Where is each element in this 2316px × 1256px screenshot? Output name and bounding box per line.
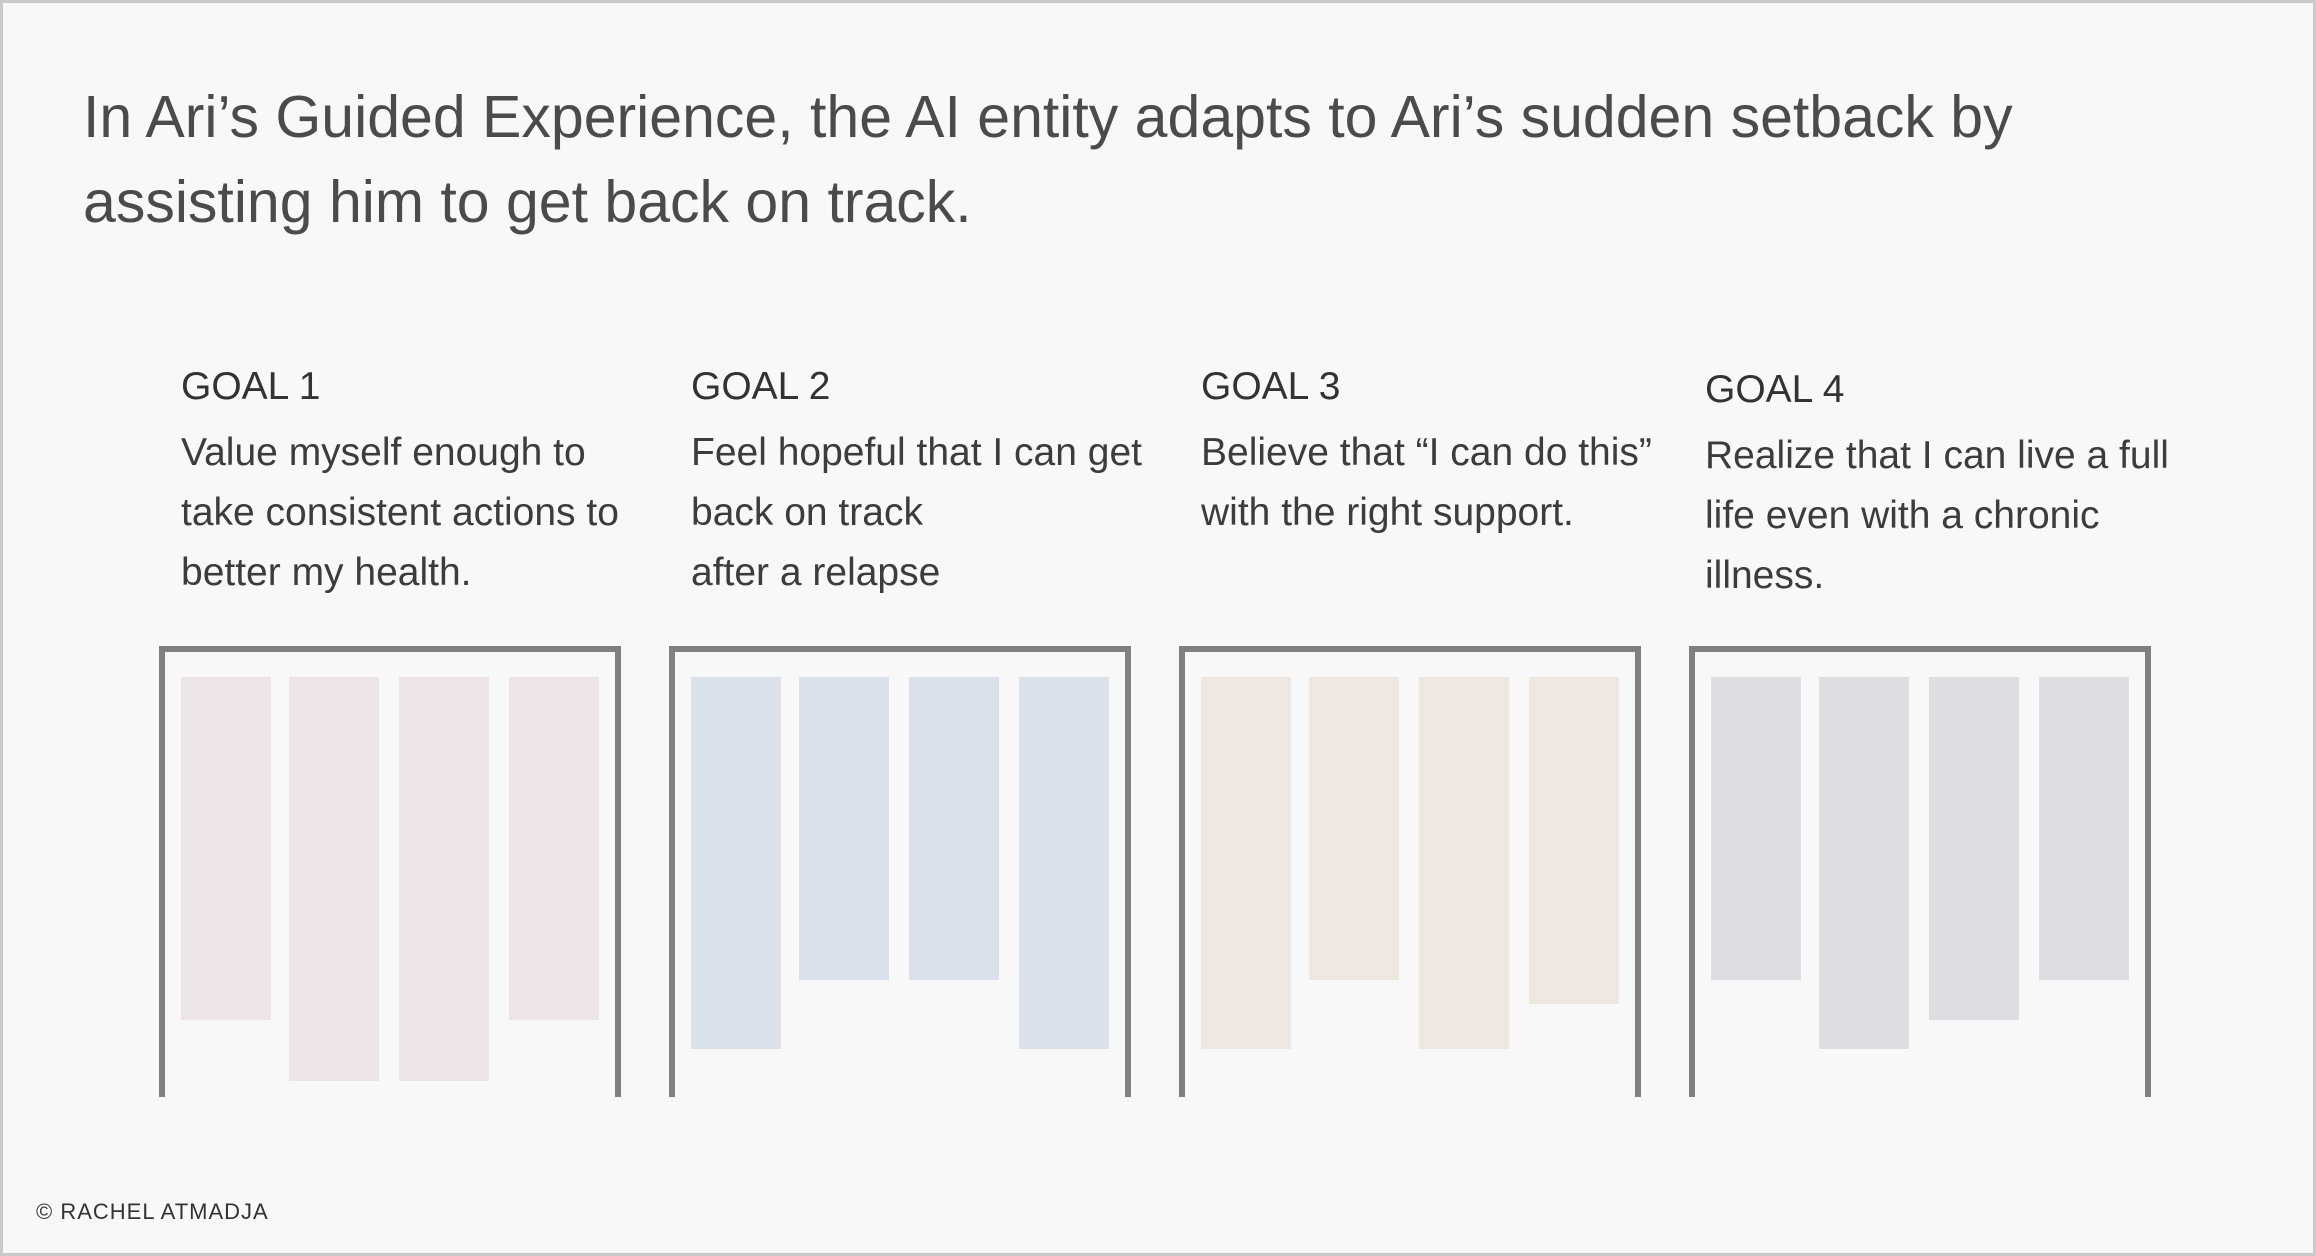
goal-2-label: GOAL 2 [691, 365, 831, 408]
goal-4-bar-1 [1711, 677, 1801, 980]
headline: In Ari’s Guided Experience, the AI entit… [83, 84, 2013, 235]
goal-3-bar-frame [1179, 646, 1641, 1097]
goal-4-bar-4 [2039, 677, 2129, 980]
goal-2-bar-1 [691, 677, 781, 1049]
goal-2-bar-2 [799, 677, 889, 980]
goal-2-bar-4 [1019, 677, 1109, 1049]
goal-4-label: GOAL 4 [1705, 368, 1845, 411]
goal-4-bar-3 [1929, 677, 2019, 1020]
goal-1-bar-4 [509, 677, 599, 1020]
goal-1-bar-2 [289, 677, 379, 1081]
copyright-footer: © RACHEL ATMADJA [36, 1199, 269, 1224]
goal-3-label: GOAL 3 [1201, 365, 1341, 408]
goal-3-bar-3 [1419, 677, 1509, 1049]
goal-1-bar-1 [181, 677, 271, 1020]
goal-3: GOAL 3 Believe that “I can do this” with… [1201, 351, 1671, 543]
goal-1-text: Value myself enough to take consistent a… [181, 431, 619, 594]
goal-2: GOAL 2 Feel hopeful that I can get back … [691, 351, 1161, 603]
goal-1-bar-3 [399, 677, 489, 1081]
goal-3-bar-1 [1201, 677, 1291, 1049]
goal-3-bar-4 [1529, 677, 1619, 1004]
goal-3-text: Believe that “I can do this” with the ri… [1201, 431, 1652, 534]
goal-4-text: Realize that I can live a full life even… [1705, 434, 2169, 597]
goal-1-bar-frame [159, 646, 621, 1097]
goal-2-bar-3 [909, 677, 999, 980]
goal-2-bar-frame [669, 646, 1131, 1097]
goal-4-bar-2 [1819, 677, 1909, 1049]
goal-3-bar-2 [1309, 677, 1399, 980]
goal-1: GOAL 1 Value myself enough to take consi… [181, 351, 651, 603]
goal-2-text: Feel hopeful that I can get back on trac… [691, 431, 1142, 594]
goal-4: GOAL 4 Realize that I can live a full li… [1705, 351, 2175, 606]
goal-4-bar-frame [1689, 646, 2151, 1097]
goal-1-label: GOAL 1 [181, 365, 321, 408]
